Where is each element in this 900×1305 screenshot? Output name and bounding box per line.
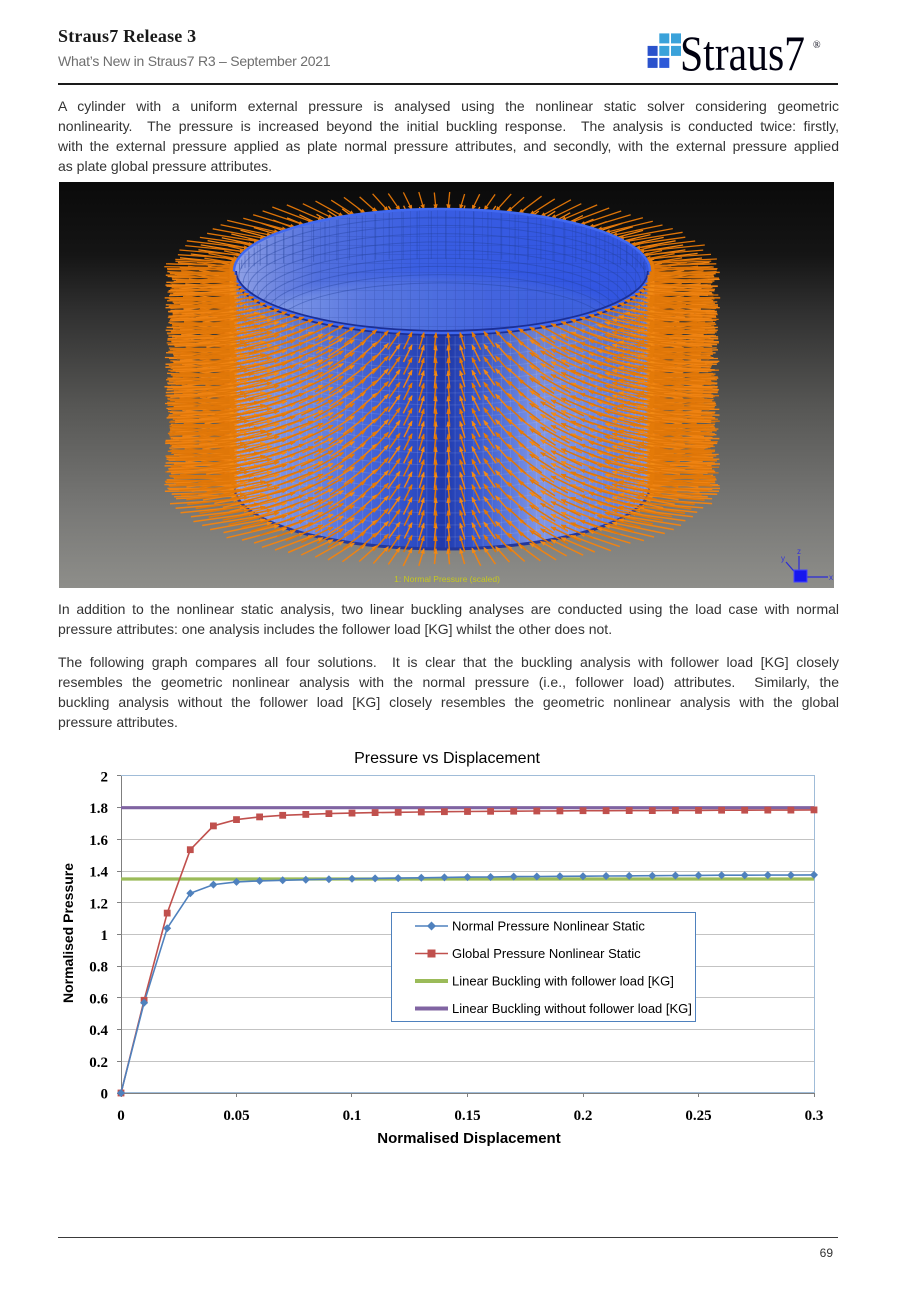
svg-text:Linear Buckling with follower: Linear Buckling with follower load [KG] xyxy=(452,974,674,989)
svg-text:x: x xyxy=(829,573,833,582)
svg-text:0.2: 0.2 xyxy=(574,1108,593,1124)
svg-text:Linear Buckling without follow: Linear Buckling without follower load [K… xyxy=(452,1001,692,1016)
svg-text:Global Pressure Nonlinear Stat: Global Pressure Nonlinear Static xyxy=(452,946,641,961)
svg-text:2: 2 xyxy=(101,770,109,786)
svg-text:1: 1 xyxy=(101,928,109,944)
svg-text:Normal Pressure Nonlinear Stat: Normal Pressure Nonlinear Static xyxy=(452,919,645,934)
svg-text:1.8: 1.8 xyxy=(89,801,108,817)
svg-text:1.6: 1.6 xyxy=(89,833,108,849)
svg-text:0.8: 0.8 xyxy=(89,960,108,976)
svg-text:0.4: 0.4 xyxy=(89,1023,108,1039)
svg-text:0.15: 0.15 xyxy=(454,1108,480,1124)
svg-text:0.2: 0.2 xyxy=(89,1055,108,1071)
svg-text:Normalised Pressure: Normalised Pressure xyxy=(60,863,76,1003)
svg-text:0.6: 0.6 xyxy=(89,991,108,1007)
svg-text:y: y xyxy=(781,554,785,563)
svg-text:®: ® xyxy=(813,40,821,51)
svg-text:1: Normal Pressure (scaled): 1: Normal Pressure (scaled) xyxy=(394,574,500,584)
svg-text:Normalised Displacement: Normalised Displacement xyxy=(377,1130,560,1147)
svg-text:0.25: 0.25 xyxy=(685,1108,711,1124)
svg-text:z: z xyxy=(797,547,801,556)
svg-text:1.4: 1.4 xyxy=(89,865,108,881)
svg-text:Straus7: Straus7 xyxy=(680,27,805,81)
svg-text:Pressure vs Displacement: Pressure vs Displacement xyxy=(354,750,540,767)
svg-text:0.05: 0.05 xyxy=(223,1108,249,1124)
svg-text:0.1: 0.1 xyxy=(343,1108,362,1124)
svg-text:0.3: 0.3 xyxy=(805,1108,824,1124)
svg-text:0: 0 xyxy=(117,1108,125,1124)
svg-text:1.2: 1.2 xyxy=(89,896,108,912)
svg-text:0: 0 xyxy=(101,1087,109,1103)
